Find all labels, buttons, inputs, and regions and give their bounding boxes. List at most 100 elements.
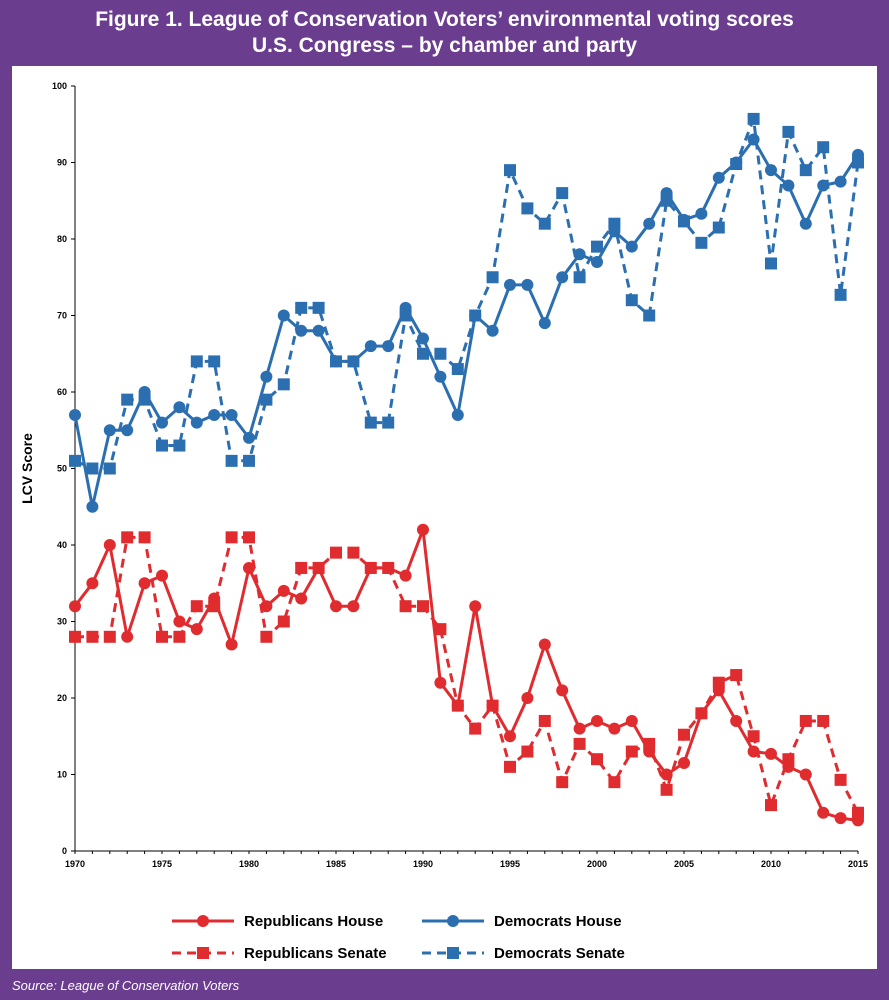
data-point bbox=[417, 347, 429, 360]
data-point bbox=[678, 757, 690, 770]
data-point bbox=[173, 615, 186, 628]
data-point bbox=[504, 730, 516, 743]
y-tick-label: 60 bbox=[57, 387, 67, 397]
data-point bbox=[608, 776, 621, 789]
data-point bbox=[591, 255, 603, 268]
data-point bbox=[364, 340, 377, 353]
data-point bbox=[225, 454, 238, 467]
data-point bbox=[799, 714, 812, 727]
y-tick-label: 30 bbox=[57, 617, 67, 627]
data-point bbox=[138, 393, 151, 406]
data-point bbox=[573, 722, 586, 735]
data-point bbox=[730, 158, 743, 171]
y-tick-label: 100 bbox=[52, 81, 67, 91]
data-point bbox=[156, 630, 168, 643]
data-point bbox=[625, 745, 638, 758]
data-point bbox=[660, 194, 673, 207]
data-point bbox=[312, 301, 325, 314]
data-point bbox=[765, 747, 777, 760]
data-point bbox=[417, 600, 429, 613]
data-point bbox=[504, 278, 516, 291]
data-point bbox=[208, 355, 221, 368]
data-point bbox=[591, 753, 603, 766]
y-tick-label: 50 bbox=[57, 464, 67, 474]
data-point bbox=[295, 592, 308, 605]
data-point bbox=[782, 125, 795, 138]
data-point bbox=[451, 408, 464, 421]
data-point bbox=[817, 141, 830, 154]
data-point bbox=[765, 164, 777, 177]
data-point bbox=[156, 439, 168, 452]
data-point bbox=[69, 408, 81, 421]
data-point bbox=[486, 271, 499, 284]
data-point bbox=[225, 531, 238, 544]
data-point bbox=[86, 500, 99, 513]
legend-label: Democrats House bbox=[494, 913, 622, 930]
data-point bbox=[103, 462, 116, 475]
data-point bbox=[573, 248, 586, 261]
data-point bbox=[103, 424, 116, 437]
data-point bbox=[573, 737, 586, 750]
data-point bbox=[243, 431, 255, 444]
data-point bbox=[103, 539, 116, 551]
data-point bbox=[643, 737, 656, 750]
data-point bbox=[330, 355, 342, 368]
data-point bbox=[399, 309, 412, 322]
data-point bbox=[260, 393, 273, 406]
data-point bbox=[347, 546, 360, 559]
chart-title-block: Figure 1. League of Conservation Voters’… bbox=[0, 0, 889, 66]
data-point bbox=[538, 317, 551, 330]
data-point bbox=[486, 699, 499, 712]
data-point bbox=[399, 600, 412, 613]
data-point bbox=[347, 355, 360, 368]
data-point bbox=[712, 171, 725, 184]
data-point bbox=[730, 714, 743, 727]
legend-marker bbox=[447, 915, 459, 927]
data-point bbox=[121, 531, 134, 544]
data-point bbox=[538, 714, 551, 727]
data-point bbox=[730, 669, 743, 682]
legend-marker bbox=[197, 947, 209, 959]
data-point bbox=[312, 324, 325, 337]
data-point bbox=[138, 577, 151, 590]
series-democrats-house bbox=[69, 133, 864, 513]
data-point bbox=[208, 408, 221, 421]
data-point bbox=[765, 799, 777, 812]
data-point bbox=[277, 309, 290, 322]
data-point bbox=[190, 623, 203, 636]
data-point bbox=[225, 638, 238, 651]
data-point bbox=[121, 393, 134, 406]
data-point bbox=[799, 768, 812, 781]
data-point bbox=[747, 730, 760, 743]
chart-subtitle: U.S. Congress – by chamber and party bbox=[251, 34, 638, 57]
data-point bbox=[521, 278, 534, 291]
data-point bbox=[69, 630, 81, 643]
data-point bbox=[556, 684, 569, 697]
chart-panel: 0 10 20 30 40 50 60 70 80 90 100 1970 1975 1980 1985 19… bbox=[12, 66, 877, 969]
y-tick-label: 40 bbox=[57, 540, 67, 550]
data-point bbox=[625, 294, 638, 307]
data-point bbox=[834, 288, 847, 301]
data-point bbox=[434, 676, 447, 689]
data-point bbox=[156, 569, 168, 582]
data-point bbox=[521, 692, 534, 704]
y-tick-label: 10 bbox=[57, 770, 67, 780]
data-point bbox=[86, 630, 99, 643]
source-note: Source: League of Conservation Voters bbox=[12, 978, 240, 993]
legend: Republicans House Democrats House Republic… bbox=[172, 913, 625, 962]
data-point bbox=[330, 600, 342, 613]
data-point bbox=[121, 424, 134, 437]
legend-label: Republicans House bbox=[244, 913, 383, 930]
data-point bbox=[69, 600, 81, 613]
data-point bbox=[834, 175, 847, 188]
data-point bbox=[469, 722, 482, 735]
plot-area bbox=[69, 112, 864, 827]
data-point bbox=[556, 187, 569, 200]
data-point bbox=[852, 806, 864, 819]
data-point bbox=[712, 676, 725, 689]
data-point bbox=[608, 722, 621, 735]
data-point bbox=[434, 623, 447, 636]
data-point bbox=[695, 236, 708, 249]
data-point bbox=[799, 217, 812, 230]
data-point bbox=[521, 202, 534, 215]
